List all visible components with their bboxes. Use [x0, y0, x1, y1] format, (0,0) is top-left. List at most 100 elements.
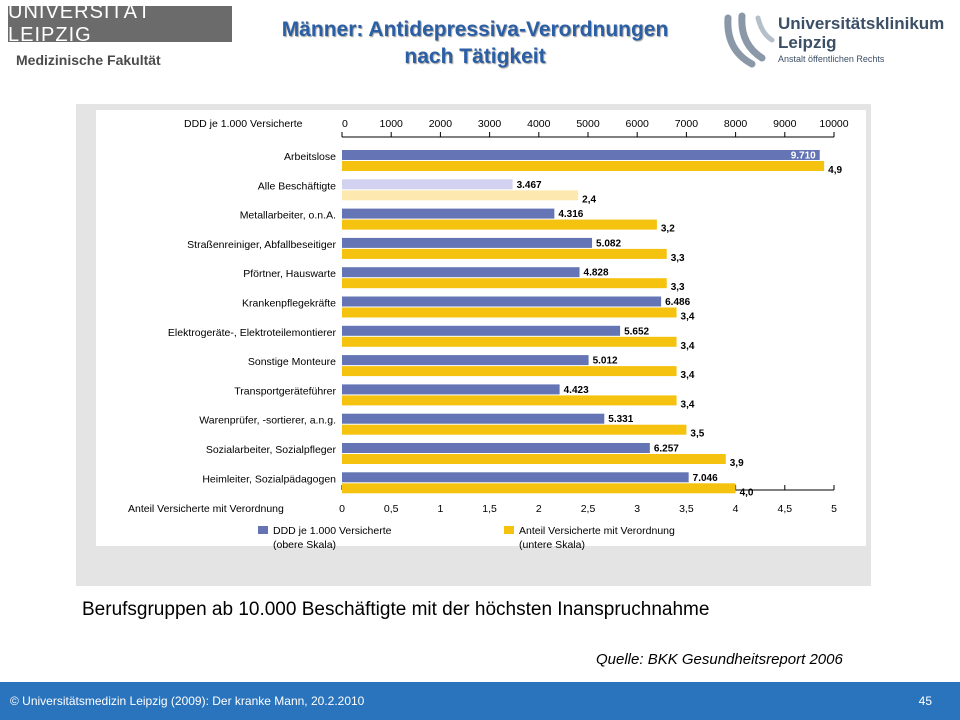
category-label: Alle Beschäftigte [258, 180, 336, 192]
clinic-logo: Universitätsklinikum Leipzig Anstalt öff… [722, 10, 954, 70]
slide-title-line2: nach Tätigkeit [404, 45, 546, 68]
legend-label-share: Anteil Versicherte mit Verordnung [519, 525, 675, 537]
slide-title: Männer: Antidepressiva-Verordnungen nach… [240, 16, 710, 70]
ddd-data-label: 3.467 [517, 180, 542, 191]
category-label: Elektrogeräte-, Elektroteilemontierer [168, 327, 337, 339]
footer-bar: © Universitätsmedizin Leipzig (2009): De… [0, 682, 960, 720]
ddd-data-label: 5.082 [596, 238, 621, 249]
top-axis-tick-label: 3000 [478, 118, 502, 130]
top-axis-label: DDD je 1.000 Versicherte [184, 118, 303, 130]
ddd-bar [342, 472, 689, 483]
top-axis-tick-label: 0 [342, 118, 348, 130]
ddd-data-label: 4.828 [584, 268, 609, 279]
ddd-data-label: 6.486 [665, 297, 690, 308]
clinic-name: Universitätsklinikum Leipzig [778, 14, 944, 52]
bottom-axis-tick-label: 4 [733, 503, 739, 515]
share-data-label: 3,4 [681, 312, 695, 323]
category-label: Sonstige Monteure [248, 356, 336, 368]
category-label: Pförtner, Hauswarte [243, 268, 336, 280]
page-number: 45 [918, 694, 932, 708]
category-label: Warenprüfer, -sortierer, a.n.g. [199, 415, 336, 427]
bottom-axis-tick-label: 2 [536, 503, 542, 515]
clinic-name-line1: Universitätsklinikum [778, 14, 945, 33]
share-bar [342, 278, 667, 289]
share-data-label: 2,4 [582, 194, 596, 205]
ddd-data-label: 4.316 [558, 209, 583, 220]
share-data-label: 3,2 [661, 224, 675, 235]
share-data-label: 3,4 [681, 341, 695, 352]
top-axis-tick-label: 1000 [380, 118, 404, 130]
share-bar [342, 307, 677, 318]
source-note: Quelle: BKK Gesundheitsreport 2006 [596, 651, 843, 668]
ddd-data-label: 4.423 [564, 385, 589, 396]
slide-title-line1: Männer: Antidepressiva-Verordnungen [281, 18, 669, 41]
ddd-bar [342, 237, 593, 248]
bottom-axis-tick-label: 0,5 [384, 503, 399, 515]
bottom-axis-tick-label: 3 [634, 503, 640, 515]
faculty-name: Medizinische Fakultät [16, 52, 161, 68]
legend-sublabel-share: (untere Skala) [519, 539, 585, 551]
share-data-label: 3,9 [730, 458, 744, 469]
clinic-logo-mark-icon [724, 12, 775, 68]
share-bar [342, 161, 825, 171]
share-bar [342, 395, 677, 406]
category-label: Transportgeräteführer [234, 385, 336, 397]
share-bar [342, 366, 677, 377]
share-data-label: 3,3 [671, 253, 685, 264]
ddd-data-label: 5.652 [624, 326, 649, 337]
share-bar [342, 248, 667, 259]
bottom-axis-tick-label: 0 [339, 503, 345, 515]
ddd-bar [342, 208, 555, 219]
ddd-bar [342, 355, 589, 366]
ddd-bar [342, 267, 580, 278]
legend-swatch-share [504, 526, 514, 534]
bottom-axis-tick-label: 1 [437, 503, 443, 515]
ddd-bar [342, 443, 650, 453]
chart-panel: DDD je 1.000 Versicherte 0 1000 2000 3000 400… [76, 104, 871, 586]
bottom-axis-tick-label: 1,5 [482, 503, 497, 515]
share-data-label: 3,3 [671, 282, 685, 293]
ddd-bar [342, 325, 621, 336]
bottom-axis-tick-label: 2,5 [581, 503, 596, 515]
university-logo: UNIVERSITÄT LEIPZIG Medizinische Fakultä… [8, 1, 232, 68]
ddd-data-label: 5.012 [593, 356, 618, 367]
clinic-name-line2: Leipzig [778, 33, 837, 52]
share-bar [342, 190, 579, 201]
category-label: Heimleiter, Sozialpädagogen [202, 473, 336, 485]
top-axis-tick-label: 7000 [675, 118, 699, 130]
ddd-bar [342, 296, 662, 307]
legend-swatch-ddd [258, 526, 268, 534]
legend-label-ddd: DDD je 1.000 Versicherte [273, 525, 392, 537]
bottom-axis-tick-label: 4,5 [777, 503, 792, 515]
category-label: Sozialarbeiter, Sozialpfleger [206, 444, 337, 456]
bottom-axis-tick-label: 3,5 [679, 503, 694, 515]
bar-chart: DDD je 1.000 Versicherte 0 1000 2000 3000 400… [96, 110, 866, 551]
legend-sublabel-ddd: (obere Skala) [273, 539, 336, 551]
share-data-label: 3,4 [681, 370, 695, 381]
share-data-label: 3,5 [690, 429, 704, 440]
ddd-data-label: 6.257 [654, 444, 679, 455]
bottom-axis-label: Anteil Versicherte mit Verordnung [128, 503, 284, 515]
top-axis-tick-label: 10000 [819, 118, 848, 130]
share-data-label: 4,9 [828, 165, 842, 176]
share-bar [342, 483, 736, 494]
footer-copyright: © Universitätsmedizin Leipzig (2009): De… [10, 694, 365, 708]
category-label: Krankenpflegekräfte [242, 298, 336, 310]
top-axis-tick-label: 4000 [527, 118, 551, 130]
ddd-bar [342, 413, 605, 424]
share-data-label: 3,4 [681, 399, 695, 410]
clinic-subtitle: Anstalt öffentlichen Rechts [778, 54, 885, 64]
ddd-bar [342, 150, 820, 160]
top-axis-tick-label: 5000 [576, 118, 600, 130]
share-bar [342, 424, 687, 435]
ddd-data-label: 7.046 [693, 473, 718, 484]
share-data-label: 4,0 [740, 487, 754, 498]
category-label: Arbeitslose [284, 151, 336, 163]
bottom-axis-tick-label: 5 [831, 503, 837, 515]
university-logo-wordmark: UNIVERSITÄT LEIPZIG [8, 1, 232, 46]
share-bar [342, 219, 657, 230]
top-axis-tick-label: 9000 [773, 118, 797, 130]
ddd-data-label: 9.710 [791, 151, 816, 162]
top-axis-tick-label: 8000 [724, 118, 748, 130]
slide-caption: Berufsgruppen ab 10.000 Beschäftigte mit… [82, 599, 710, 620]
